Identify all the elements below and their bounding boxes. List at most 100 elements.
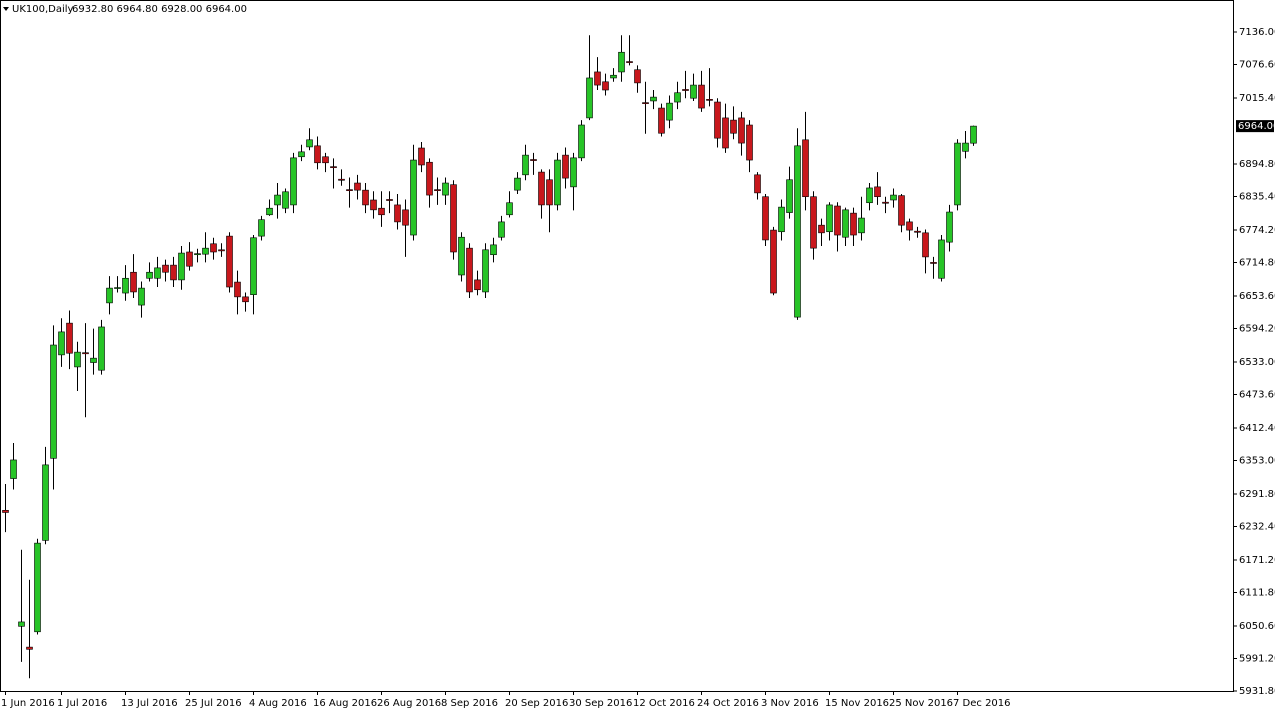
candle-body <box>146 271 153 279</box>
candle-body <box>898 195 905 226</box>
candle-body <box>178 252 185 281</box>
candle-body <box>698 84 705 109</box>
candle-body <box>50 344 57 459</box>
x-tick-label: 24 Oct 2016 <box>697 698 759 709</box>
candle-body <box>74 351 81 368</box>
x-tick-label: 25 Nov 2016 <box>889 698 953 709</box>
x-tick-label: 26 Aug 2016 <box>377 698 441 709</box>
y-tick-label: 7136.00 <box>1239 27 1275 38</box>
candle-body <box>426 161 433 196</box>
y-tick-label: 6594.20 <box>1239 323 1275 334</box>
candle-body <box>682 89 689 91</box>
plot-frame <box>0 0 1234 692</box>
candle-body <box>66 322 73 354</box>
candle-body <box>786 179 793 213</box>
candle-body <box>642 102 649 104</box>
candle-body <box>906 221 913 231</box>
candle-body <box>770 229 777 294</box>
candle-body <box>666 102 673 121</box>
candle-body <box>210 243 217 253</box>
y-tick-label: 6232.40 <box>1239 521 1275 532</box>
candle-body <box>314 145 321 164</box>
y-tick-label: 6894.80 <box>1239 159 1275 170</box>
candle-body <box>730 119 737 134</box>
x-tick-label: 1 Jul 2016 <box>57 698 107 709</box>
candle-body <box>538 171 545 206</box>
y-tick-label: 5991.20 <box>1239 653 1275 664</box>
candle-body <box>738 117 745 144</box>
candle-body <box>18 621 25 627</box>
candle-body <box>530 159 537 161</box>
candle-body <box>818 224 825 234</box>
candle-body <box>962 142 969 152</box>
candle-body <box>658 107 665 134</box>
candle-body <box>98 326 105 371</box>
candle-body <box>394 204 401 223</box>
y-tick-label: 6835.40 <box>1239 191 1275 202</box>
candle-body <box>402 209 409 226</box>
candle-body <box>354 182 361 191</box>
ohlc-label: 6932.80 6964.80 6928.00 6964.00 <box>72 4 247 15</box>
candle-body <box>610 74 617 79</box>
y-tick-label: 7015.40 <box>1239 93 1275 104</box>
candle-body <box>858 217 865 234</box>
last-price-label: 6964.00 <box>1238 121 1275 132</box>
candle-body <box>130 271 137 293</box>
candle-body <box>194 253 201 256</box>
y-tick-label: 7076.60 <box>1239 59 1275 70</box>
candle-body <box>554 159 561 206</box>
candle-body <box>386 199 393 201</box>
candle-body <box>186 251 193 267</box>
candle-body <box>690 84 697 99</box>
y-tick-label: 6111.80 <box>1239 587 1275 598</box>
candle-body <box>626 61 633 63</box>
candle-body <box>930 262 937 264</box>
x-tick-label: 7 Dec 2016 <box>953 698 1011 709</box>
y-tick-label: 6353.00 <box>1239 455 1275 466</box>
candle-body <box>522 154 529 176</box>
candle-body <box>450 184 457 253</box>
candle-body <box>242 296 249 303</box>
candle-body <box>754 174 761 194</box>
y-tick-label: 6050.60 <box>1239 621 1275 632</box>
y-tick-label: 6412.40 <box>1239 423 1275 434</box>
candle-body <box>882 201 889 204</box>
candle-body <box>890 194 897 201</box>
candle-body <box>706 99 713 101</box>
x-tick-label: 8 Sep 2016 <box>441 698 498 709</box>
candle-body <box>418 147 425 166</box>
candle-body <box>26 646 33 650</box>
candle-body <box>874 186 881 198</box>
y-tick-label: 6533.00 <box>1239 357 1275 368</box>
candle-body <box>514 177 521 191</box>
candle-body <box>202 247 209 255</box>
x-tick-label: 3 Nov 2016 <box>761 698 819 709</box>
candle-body <box>746 124 753 161</box>
candle-body <box>170 264 177 281</box>
candle-body <box>722 117 729 149</box>
candle-body <box>466 247 473 293</box>
candle-body <box>914 230 921 233</box>
y-tick-label: 6291.80 <box>1239 489 1275 500</box>
candle-body <box>802 139 809 198</box>
candle-body <box>834 205 841 236</box>
candle-body <box>946 211 953 243</box>
candle-body <box>762 196 769 241</box>
candle-body <box>138 287 145 306</box>
candle-body <box>322 156 329 164</box>
candle-body <box>938 239 945 279</box>
x-tick-label: 12 Oct 2016 <box>633 698 695 709</box>
candle-body <box>674 92 681 103</box>
candle-body <box>298 151 305 158</box>
candle-body <box>474 279 481 291</box>
candle-body <box>274 194 281 206</box>
candle-body <box>482 249 489 293</box>
x-tick-label: 16 Aug 2016 <box>313 698 377 709</box>
candle-body <box>778 206 785 233</box>
candle-body <box>234 281 241 298</box>
candle-body <box>842 209 849 238</box>
candle-body <box>618 51 625 73</box>
candle-body <box>434 189 441 191</box>
candle-body <box>970 125 977 144</box>
